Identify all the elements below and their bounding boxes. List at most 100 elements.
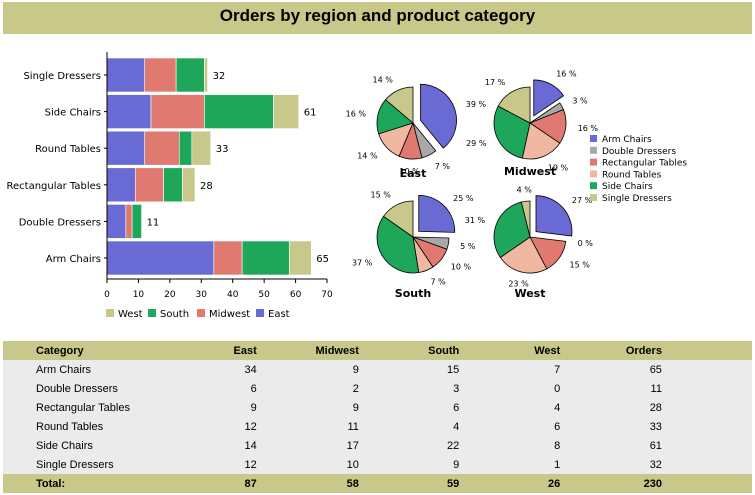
table-cell: 15 (358, 360, 460, 379)
legend-label-midwest: Midwest (209, 309, 250, 320)
table-cell: East (180, 341, 257, 360)
table-cell: 58 (256, 474, 359, 493)
category-label: Round Tables (35, 144, 101, 155)
pie-slice-midwest-round-tables (521, 122, 561, 160)
page-title: Orders by region and product category (219, 6, 536, 25)
title-bar: Orders by region and product category (3, 2, 752, 34)
pie-percent-label: 17 % (485, 78, 506, 87)
table-cell: 6 (459, 417, 561, 436)
bar-west-rectangular-tables (182, 167, 196, 203)
x-tick-label: 10 (133, 290, 145, 300)
table-row: Double Dressers 6 2 3 0 11 (3, 379, 752, 398)
bar-east-round-tables (106, 130, 146, 166)
x-tick-label: 60 (290, 290, 302, 300)
bar-total-label: 11 (147, 217, 160, 228)
pie-percent-label: 7 % (435, 162, 451, 171)
category-label: Single Dressers (23, 71, 101, 82)
pie-slice-west-side-chairs (493, 201, 531, 259)
pie-percent-label: 7 % (430, 278, 446, 287)
bar-south-rectangular-tables (163, 167, 183, 203)
pie-legend-swatch-rectangular-tables (590, 158, 597, 166)
table-pad-cell (661, 398, 752, 417)
pie-legend-label-rectangular-tables: Rectangular Tables (602, 159, 687, 169)
legend-swatch-midwest (197, 309, 205, 317)
table-cell: 26 (459, 474, 561, 493)
table-cell: 10 (256, 455, 359, 474)
category-label: Arm Chairs (46, 254, 101, 265)
bar-south-arm-chairs (241, 240, 290, 276)
table-total-row: Total: 87 58 59 26 230 (3, 474, 752, 493)
pie-percent-label: 15 % (371, 190, 392, 199)
table-cell: Orders (560, 341, 662, 360)
legend-swatch-south (148, 309, 156, 317)
table-pad-cell (661, 341, 752, 360)
pie-percent-label: 5 % (460, 242, 476, 251)
table-cell: Side Chairs (3, 436, 181, 455)
pie-percent-label: 19 % (548, 164, 569, 173)
pie-legend-swatch-single-dressers (590, 194, 597, 201)
table-cell: 4 (459, 398, 561, 417)
legend-swatch-west (106, 309, 114, 317)
table-cell: Category (3, 341, 181, 360)
pie-legend-label-double-dressers: Double Dressers (602, 147, 676, 157)
table-cell: 4 (358, 417, 460, 436)
table-cell: 87 (180, 474, 257, 493)
table-row: Arm Chairs 34 9 15 7 65 (3, 360, 752, 379)
table-cell: 9 (256, 398, 359, 417)
pie-percent-label: 31 % (465, 216, 486, 225)
x-tick-label: 50 (258, 290, 270, 300)
category-label: Double Dressers (19, 217, 101, 228)
pie-percent-label: 15 % (570, 260, 591, 269)
pie-percent-label: 27 % (572, 196, 593, 205)
table-cell: 8 (459, 436, 561, 455)
bar-east-double-dressers (106, 204, 127, 239)
x-tick-label: 70 (321, 290, 333, 300)
bar-total-label: 32 (213, 71, 226, 82)
bar-midwest-side-chairs (150, 94, 205, 129)
x-tick-label: 40 (227, 290, 239, 300)
pie-title-west: West (514, 287, 545, 300)
pie-slice-west-round-tables (499, 236, 548, 274)
pie-legend-label-single-dressers: Single Dressers (602, 194, 672, 204)
table-cell: Rectangular Tables (3, 398, 181, 417)
pie-slice-midwest-arm-chairs (533, 79, 565, 117)
table-cell: 12 (180, 417, 257, 436)
pie-legend-swatch-arm-chairs (590, 135, 597, 142)
bar-south-side-chairs (204, 94, 274, 129)
data-table: Category East Midwest South West Orders Arm Ch… (3, 341, 752, 493)
table-cell: 9 (358, 455, 460, 474)
pie-legend-label-round-tables: Round Tables (602, 170, 662, 180)
table-cell: Double Dressers (3, 379, 181, 398)
bar-south-round-tables (178, 130, 193, 166)
table-pad-cell (661, 474, 752, 493)
table-cell: 6 (180, 379, 257, 398)
pie-legend-label-arm-chairs: Arm Chairs (602, 135, 652, 145)
bar-midwest-round-tables (144, 130, 180, 166)
table-cell: 33 (560, 417, 662, 436)
pie-slice-south-arm-chairs (418, 195, 456, 233)
table-pad-cell (661, 360, 752, 379)
pie-percent-label: 3 % (572, 97, 588, 106)
bar-midwest-arm-chairs (213, 240, 243, 276)
bar-east-rectangular-tables (106, 167, 136, 203)
table-cell: 3 (358, 379, 460, 398)
table-cell: 59 (358, 474, 460, 493)
table-cell: 22 (358, 436, 460, 455)
bar-total-label: 33 (216, 144, 229, 155)
pie-slice-south-single-dressers (382, 200, 414, 238)
table-cell: 11 (256, 417, 359, 436)
table-cell: 28 (560, 398, 662, 417)
category-label: Rectangular Tables (7, 181, 102, 192)
pie-percent-label: 4 % (517, 185, 533, 194)
table-cell: 9 (180, 398, 257, 417)
category-label: Side Chairs (45, 108, 101, 119)
pie-slice-east-single-dressers (384, 86, 414, 124)
table-cell: West (459, 341, 561, 360)
pie-legend-swatch-side-chairs (590, 182, 597, 190)
table-row: Single Dressers 12 10 9 1 32 (3, 455, 752, 474)
table-pad-cell (661, 379, 752, 398)
table-pad-cell (661, 436, 752, 455)
pie-percent-label: 16 % (578, 124, 599, 133)
bar-west-single-dressers (204, 57, 208, 93)
pie-legend-swatch-round-tables (590, 170, 597, 178)
